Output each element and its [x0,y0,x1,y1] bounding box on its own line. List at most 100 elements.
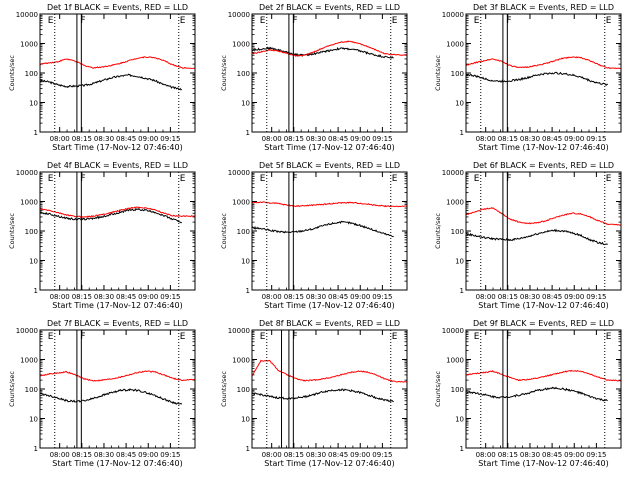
y-tick-label: 1 [246,129,250,137]
panel-det-4: Det 4f BLACK = Events, RED = LLD 1 10 100 10… [8,161,196,310]
x-axis-label: Start Time (17-Nov-12 07:46:40) [478,459,608,468]
y-tick-label: 1 [34,445,38,453]
x-tick-label: 08:30 [520,135,540,143]
y-tick-label: 1 [34,287,38,295]
lld-line [466,207,621,226]
y-axis-label: Counts/sec [8,371,16,407]
lld-line [252,201,407,208]
panel-title: Det 9f BLACK = Events, RED = LLD [473,319,614,328]
flag-E: E [180,332,186,342]
panel-title: Det 4f BLACK = Events, RED = LLD [47,161,188,170]
y-axis-label: Counts/sec [220,371,228,407]
flag-E: E [606,16,612,26]
flag-E-left: E [474,174,480,184]
y-tick-label: 10 [29,416,38,424]
x-axis-label: Start Time (17-Nov-12 07:46:40) [264,143,394,152]
x-tick-label: 09:00 [564,451,584,459]
y-tick-label: 100 [237,386,250,394]
x-tick-label: 08:15 [72,293,92,301]
x-tick-label: 08:15 [284,293,304,301]
x-tick-label: 08:00 [476,451,496,459]
x-tick-label: 08:15 [498,451,518,459]
y-tick-label: 10000 [16,169,38,177]
y-tick-label: 1000 [20,41,38,49]
y-tick-label: 1 [460,287,464,295]
panel-det-8: Det 8f BLACK = Events, RED = LLD 1 10 100 10… [220,319,408,468]
y-tick-label: 100 [25,70,38,78]
flag-F: F [80,16,85,26]
x-tick-label: 08:45 [328,135,348,143]
x-tick-label: 09:00 [138,451,158,459]
y-axis-label: Counts/sec [8,213,16,249]
y-tick-label: 100 [451,386,464,394]
flag-E-left: E [260,16,266,26]
x-tick-label: 09:15 [160,293,180,301]
plot-data [466,207,621,246]
y-axis-label: Counts/sec [434,55,442,91]
events-line [252,388,394,403]
x-axis-label: Start Time (17-Nov-12 07:46:40) [264,301,394,310]
x-tick-label: 09:00 [564,135,584,143]
y-tick-label: 100 [237,228,250,236]
panel-title: Det 6f BLACK = Events, RED = LLD [473,161,614,170]
y-axis-label: Counts/sec [434,371,442,407]
y-axis-label: Counts/sec [8,55,16,91]
x-tick-label: 09:15 [372,451,392,459]
lld-line [252,40,407,57]
y-tick-label: 1000 [446,41,464,49]
y-tick-label: 10 [29,258,38,266]
x-tick-label: 09:00 [350,293,370,301]
y-tick-label: 10 [455,416,464,424]
plot-frame [251,13,408,133]
y-tick-label: 10 [241,100,250,108]
panel-title: Det 2f BLACK = Events, RED = LLD [259,3,400,12]
x-tick-label: 08:30 [306,293,326,301]
y-tick-label: 10 [29,100,38,108]
y-tick-label: 10000 [442,11,464,19]
flag-E: E [606,332,612,342]
x-tick-label: 08:45 [116,293,136,301]
x-tick-label: 09:00 [564,293,584,301]
events-line [466,386,608,402]
flag-E: E [606,174,612,184]
plot-frame [465,171,622,291]
x-tick-label: 09:00 [350,451,370,459]
lld-line [466,56,621,70]
plot-frame [465,13,622,133]
x-tick-label: 08:45 [542,451,562,459]
flag-E: E [180,174,186,184]
y-tick-label: 1 [34,129,38,137]
panel-det-3: Det 3f BLACK = Events, RED = LLD 1 10 100 10… [434,3,622,152]
x-tick-label: 08:30 [520,451,540,459]
x-tick-label: 08:00 [50,451,70,459]
x-tick-label: 08:00 [476,135,496,143]
y-tick-label: 10000 [228,327,250,335]
events-line [40,73,183,91]
x-tick-label: 08:45 [542,135,562,143]
events-line [466,228,608,246]
lld-line [466,369,621,382]
panel-title: Det 8f BLACK = Events, RED = LLD [259,319,400,328]
events-line [252,46,394,59]
x-tick-label: 08:30 [94,451,114,459]
flag-F: F [292,16,297,26]
y-tick-label: 10000 [16,327,38,335]
plot-data [466,56,621,86]
flag-E: E [180,16,186,26]
panel-det-2: Det 2f BLACK = Events, RED = LLD 1 10 100 10… [220,3,408,152]
y-tick-label: 1000 [232,41,250,49]
events-line [466,71,608,86]
x-tick-label: 08:45 [542,293,562,301]
plot-frame [251,171,408,291]
flag-E-left: E [474,16,480,26]
x-axis-label: Start Time (17-Nov-12 07:46:40) [478,301,608,310]
x-tick-label: 08:00 [50,293,70,301]
y-tick-label: 10000 [442,169,464,177]
x-tick-label: 08:45 [328,451,348,459]
y-axis-label: Counts/sec [220,55,228,91]
x-tick-label: 08:45 [328,293,348,301]
x-tick-label: 08:15 [72,451,92,459]
flag-F: F [292,332,297,342]
lld-line [252,359,407,383]
